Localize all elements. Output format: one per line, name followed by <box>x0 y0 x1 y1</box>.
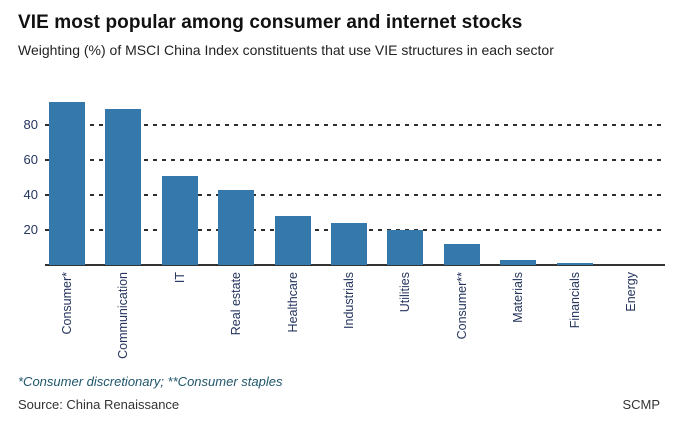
footnote: *Consumer discretionary; **Consumer stap… <box>18 374 283 389</box>
gridline-40 <box>45 194 665 196</box>
bar <box>161 175 198 265</box>
x-axis-label: IT <box>172 272 187 284</box>
y-tick-label-80: 80 <box>23 117 38 132</box>
gridline-80 <box>45 124 665 126</box>
x-axis-label: Financials <box>567 272 582 329</box>
y-tick-label-40: 40 <box>23 187 38 202</box>
bar <box>331 223 367 265</box>
y-tick-label-20: 20 <box>23 222 38 237</box>
x-axis-label: Healthcare <box>285 272 300 333</box>
plot-area <box>45 95 665 265</box>
bar <box>443 244 480 265</box>
x-axis-label: Consumer** <box>454 272 469 340</box>
x-axis-label: Real estate <box>229 272 244 336</box>
bar <box>218 189 255 265</box>
x-axis-line <box>45 264 665 266</box>
chart-title: VIE most popular among consumer and inte… <box>18 12 523 33</box>
bar <box>387 230 424 265</box>
x-axis-label: Energy <box>624 272 638 312</box>
chart-subtitle: Weighting (%) of MSCI China Index consti… <box>18 42 554 58</box>
y-axis: 20 40 60 80 <box>8 95 38 265</box>
bar <box>500 259 537 265</box>
x-axis-label: Utilities <box>398 272 413 313</box>
bar <box>49 102 85 265</box>
source-label: Source: China Renaissance <box>18 397 180 412</box>
gridline-60 <box>45 159 665 161</box>
x-axis-label: Consumer* <box>60 272 74 335</box>
bar <box>274 216 311 265</box>
credit-label: SCMP <box>622 397 660 412</box>
x-axis-label: Industrials <box>342 272 356 329</box>
x-axis-label: Materials <box>511 272 526 323</box>
bar <box>105 109 142 265</box>
y-tick-label-60: 60 <box>23 152 38 167</box>
x-axis: Consumer* Communication IT Real estate Healt… <box>0 272 679 367</box>
x-axis-label: Communication <box>116 272 131 359</box>
bar <box>556 263 593 265</box>
